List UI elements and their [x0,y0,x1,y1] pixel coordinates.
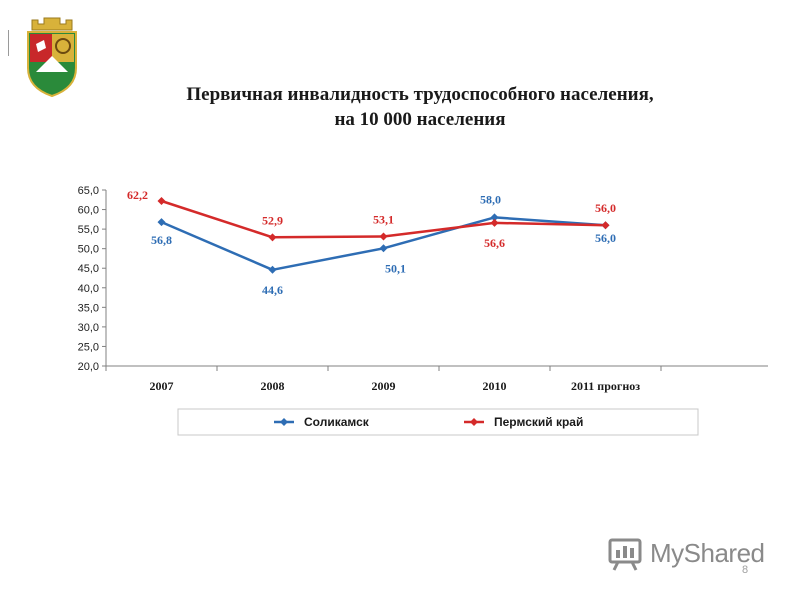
legend-swatch-marker [470,418,478,426]
slide-title: Первичная инвалидность трудоспособного н… [80,82,760,132]
data-point [490,218,499,227]
x-tick-label: 2008 [261,379,285,393]
data-point [490,213,499,222]
legend-swatch-marker [280,418,288,426]
y-tick-label: 30,0 [78,322,99,334]
data-point [379,244,388,253]
chart-axes [102,189,768,371]
y-tick-label: 55,0 [78,224,99,236]
coat-of-arms-emblem [27,17,77,98]
legend-label: Пермский край [494,415,583,429]
data-point [268,233,277,242]
chart-legend: Соликамск Пермский край [177,408,699,436]
data-label: 56,0 [595,201,616,215]
legend-box [177,408,699,436]
y-tick-label: 65,0 [78,185,99,197]
data-point [379,232,388,241]
data-label: 50,1 [385,261,406,275]
data-label: 52,9 [262,213,283,227]
slide-edge-rule [8,30,9,56]
data-point [268,265,277,274]
page-number: 8 [742,564,749,576]
myshared-logo-icon [608,538,642,571]
x-tick-label: 2009 [372,379,396,393]
data-label: 56,8 [151,233,172,247]
y-tick-label: 45,0 [78,263,99,275]
data-label: 58,0 [480,192,501,206]
data-label: 62,2 [127,188,148,202]
y-tick-label: 50,0 [78,244,99,256]
y-tick-label: 20,0 [78,361,99,373]
y-tick-label: 35,0 [78,302,99,314]
title-line-2: на 10 000 населения [334,109,506,130]
watermark-text: MyShared [650,538,765,568]
series-points [157,196,610,274]
data-labels: 56,8 44,6 50,1 58,0 56,0 62,2 52,9 53,1 56,6 56,0 [127,188,616,297]
title-line-1: Первичная инвалидность трудоспособного н… [186,84,654,105]
y-tick-label: 40,0 [78,283,99,295]
y-tick-label: 60,0 [78,205,99,217]
x-tick-label: 2011 прогноз [571,379,640,393]
data-label: 44,6 [262,283,283,297]
data-label: 56,6 [484,236,505,250]
data-point [157,218,166,227]
legend-label: Соликамск [304,415,370,429]
x-tick-label: 2007 [150,379,174,393]
y-tick-label: 25,0 [78,341,99,353]
y-tick-labels: 20,0 25,0 30,0 35,0 40,0 45,0 50,0 55,0 60,0 65,0 [78,185,99,373]
data-point [601,221,610,230]
x-tick-label: 2010 [483,379,507,393]
data-point [157,196,166,205]
data-label: 56,0 [595,231,616,245]
data-label: 53,1 [373,213,394,227]
x-tick-labels: 2007 2008 2009 2010 2011 прогноз [150,379,641,393]
